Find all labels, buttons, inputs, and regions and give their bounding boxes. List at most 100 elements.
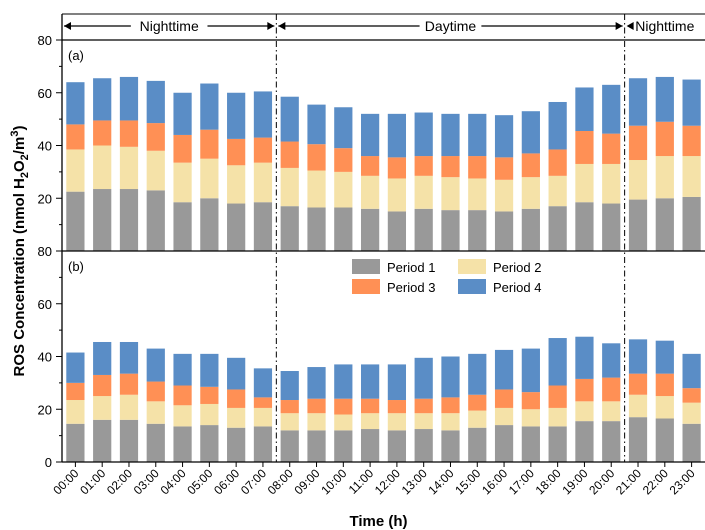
bar-period-3-05:00 (200, 129, 219, 159)
bar-period-2-10:00 (334, 414, 353, 431)
bar-period-3-16:00 (494, 157, 514, 180)
bar-period-3-10:00 (334, 398, 353, 415)
bar-period-3-17:00 (521, 153, 540, 178)
bar-period-4-21:00 (628, 78, 648, 126)
bar-period-3-02:00 (119, 120, 139, 147)
bar-period-2-09:00 (307, 170, 326, 208)
bar-period-2-23:00 (682, 156, 701, 197)
bar-period-3-18:00 (548, 385, 567, 408)
x-tick-label: 21:00 (613, 466, 644, 497)
bar-period-4-15:00 (468, 113, 487, 157)
bar-period-2-21:00 (628, 394, 648, 418)
y-tick-label: 60 (38, 297, 52, 312)
bar-period-1-15:00 (468, 427, 487, 462)
x-tick-label: 17:00 (506, 466, 537, 497)
x-tick-label: 10:00 (318, 466, 349, 497)
bar-period-3-23:00 (682, 125, 701, 157)
bar-period-3-14:00 (441, 397, 460, 414)
bar-period-3-04:00 (173, 385, 192, 406)
bar-period-1-13:00 (414, 429, 433, 462)
bar-period-1-07:00 (253, 426, 273, 462)
bar-period-2-00:00 (66, 400, 85, 424)
bar-period-1-21:00 (628, 417, 648, 462)
y-tick-label: 80 (38, 244, 52, 259)
x-tick-label: 00:00 (50, 466, 81, 497)
y-tick-label: 20 (38, 402, 52, 417)
bar-period-4-21:00 (628, 339, 648, 374)
bar-period-3-22:00 (655, 121, 674, 157)
bar-period-4-19:00 (575, 336, 594, 379)
x-tick-label: 20:00 (586, 466, 617, 497)
bar-period-4-14:00 (441, 113, 460, 157)
bar-period-2-20:00 (602, 163, 621, 204)
bar-period-4-17:00 (521, 348, 540, 393)
bar-period-2-03:00 (146, 150, 165, 191)
bar-period-4-16:00 (494, 349, 514, 390)
bar-period-1-22:00 (655, 418, 674, 462)
bar-period-1-21:00 (628, 199, 648, 251)
bar-period-3-06:00 (227, 389, 246, 408)
bar-period-2-08:00 (280, 167, 299, 207)
bar-period-2-09:00 (307, 413, 326, 431)
bar-period-1-06:00 (227, 427, 246, 462)
bar-period-1-05:00 (200, 425, 219, 462)
y-axis-title: ROS Concentration (nmol H2O2/m3) (9, 126, 31, 377)
bar-period-4-01:00 (93, 341, 112, 375)
bar-period-4-11:00 (361, 113, 380, 157)
bar-period-3-09:00 (307, 144, 326, 171)
bar-period-3-11:00 (361, 398, 380, 414)
bar-period-1-19:00 (575, 202, 594, 251)
bar-period-2-19:00 (575, 163, 594, 203)
bar-period-1-23:00 (682, 423, 701, 462)
bar-period-2-08:00 (280, 413, 299, 431)
bar-period-2-14:00 (441, 177, 460, 211)
bar-period-1-03:00 (146, 423, 165, 462)
bar-period-4-03:00 (146, 80, 165, 124)
bar-period-2-01:00 (93, 145, 112, 190)
bar-period-2-16:00 (494, 407, 514, 426)
bar-period-3-07:00 (253, 137, 273, 163)
bar-period-2-07:00 (253, 162, 273, 203)
bar-period-3-19:00 (575, 130, 594, 164)
bar-period-3-06:00 (227, 138, 246, 166)
bar-period-2-04:00 (173, 162, 192, 203)
bar-period-1-10:00 (334, 207, 353, 251)
bar-period-2-05:00 (200, 403, 219, 426)
bar-period-2-13:00 (414, 413, 433, 430)
panel-label: (a) (68, 48, 84, 63)
bar-period-4-04:00 (173, 353, 192, 386)
bar-period-3-23:00 (682, 388, 701, 403)
bar-period-4-09:00 (307, 367, 326, 399)
panel-a: (a) 20 40 60 80 (38, 33, 701, 251)
bar-period-3-16:00 (494, 389, 514, 408)
x-tick-label: 22:00 (640, 466, 671, 497)
legend-label: Period 3 (387, 280, 435, 295)
period-label-0: Nighttime (140, 18, 199, 34)
period-arrowhead-right (267, 22, 275, 30)
bar-period-4-12:00 (387, 364, 407, 401)
bar-period-2-19:00 (575, 401, 594, 422)
bar-period-1-00:00 (66, 191, 85, 251)
bar-period-3-15:00 (468, 394, 487, 411)
y-tick-label: 80 (38, 33, 52, 48)
bar-period-4-14:00 (441, 356, 460, 398)
bar-period-3-12:00 (387, 157, 407, 179)
bar-period-3-09:00 (307, 398, 326, 414)
bar-period-3-07:00 (253, 397, 273, 408)
bar-period-1-11:00 (361, 208, 380, 251)
bar-period-3-04:00 (173, 134, 192, 163)
x-tick-label: 05:00 (184, 466, 215, 497)
bar-period-3-20:00 (602, 133, 621, 164)
bar-period-1-08:00 (280, 430, 299, 462)
bar-period-1-02:00 (119, 419, 139, 462)
bar-period-1-03:00 (146, 190, 165, 251)
y-tick-label: 40 (38, 139, 52, 154)
x-tick-label: 18:00 (533, 466, 564, 497)
bar-period-3-14:00 (441, 156, 460, 178)
bar-period-4-13:00 (414, 357, 433, 399)
bar-period-3-12:00 (387, 400, 407, 414)
legend-label: Period 1 (387, 260, 435, 275)
bar-period-1-07:00 (253, 202, 273, 251)
bar-period-2-18:00 (548, 175, 567, 207)
x-tick-label: 12:00 (372, 466, 403, 497)
